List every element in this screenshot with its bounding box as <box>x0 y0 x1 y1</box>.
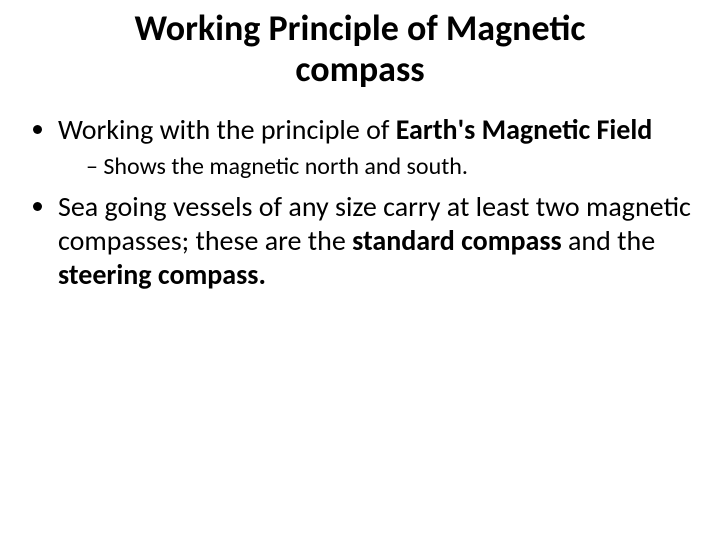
title-line-1: Working Principle of Magnetic <box>135 6 586 50</box>
bullet-2-bold-1: standard compass <box>352 223 562 258</box>
bullet-1-sub-1: Shows the magnetic north and south. <box>86 152 696 182</box>
bullet-2-bold-2: steering compass. <box>58 257 266 292</box>
title-line-2: compass <box>295 47 424 91</box>
bullet-1: Working with the principle of Earth's Ma… <box>58 113 696 183</box>
slide-title: Working Principle of Magnetic compass <box>0 0 720 91</box>
slide-body: Working with the principle of Earth's Ma… <box>0 91 720 291</box>
bullet-1-text: Working with the principle of <box>58 112 396 147</box>
bullet-1-sub-1-text: Shows the magnetic north and south. <box>103 152 468 181</box>
slide: Working Principle of Magnetic compass Wo… <box>0 0 720 540</box>
bullet-list: Working with the principle of Earth's Ma… <box>24 113 696 291</box>
bullet-1-bold: Earth's Magnetic Field <box>396 112 653 147</box>
bullet-2-text-mid: and the <box>562 223 656 258</box>
bullet-1-sublist: Shows the magnetic north and south. <box>58 152 696 182</box>
bullet-2: Sea going vessels of any size carry at l… <box>58 190 696 291</box>
